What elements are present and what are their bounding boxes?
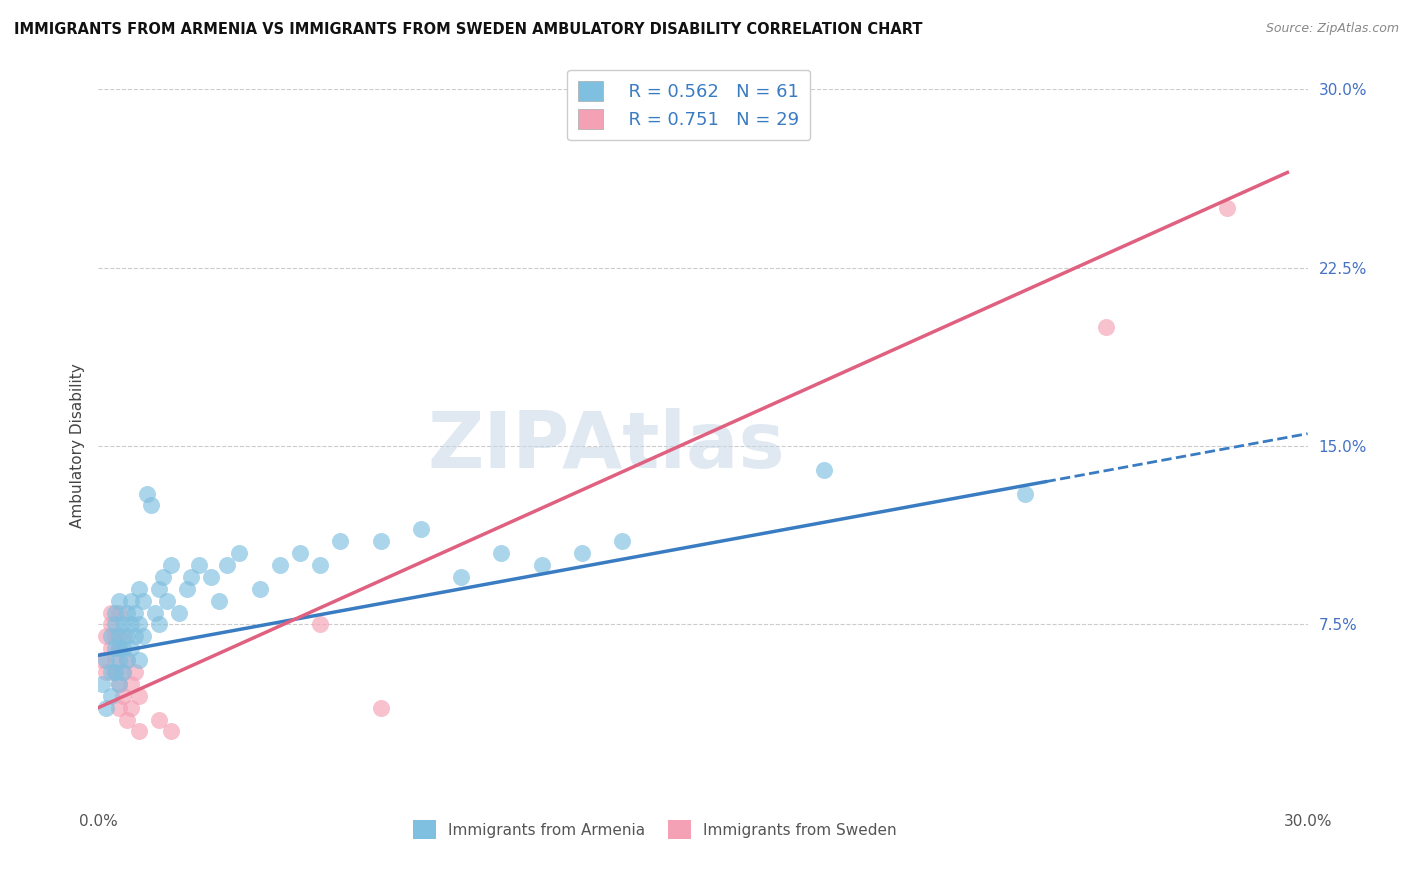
Point [128, 653, 150, 667]
Point [269, 558, 291, 572]
Point [115, 629, 138, 643]
Point [115, 653, 138, 667]
Point [1014, 486, 1036, 500]
Point [491, 546, 513, 560]
Text: Source: ZipAtlas.com: Source: ZipAtlas.com [1265, 22, 1399, 36]
Point [91, 653, 114, 667]
Point [450, 570, 472, 584]
Point [148, 617, 170, 632]
Point [128, 689, 150, 703]
Point [103, 665, 125, 679]
Point [107, 629, 129, 643]
Point [111, 689, 134, 703]
Point [103, 665, 125, 679]
Point [111, 665, 134, 679]
Point [120, 677, 142, 691]
Point [107, 700, 129, 714]
Point [100, 606, 122, 620]
Point [107, 641, 129, 656]
Text: IMMIGRANTS FROM ARMENIA VS IMMIGRANTS FROM SWEDEN AMBULATORY DISABILITY CORRELAT: IMMIGRANTS FROM ARMENIA VS IMMIGRANTS FR… [14, 22, 922, 37]
Point [143, 606, 166, 620]
Point [612, 534, 634, 549]
Point [100, 617, 122, 632]
Point [124, 606, 146, 620]
Point [115, 606, 138, 620]
Point [228, 546, 250, 560]
Point [120, 641, 142, 656]
Point [160, 558, 183, 572]
Point [409, 522, 432, 536]
Point [96, 629, 118, 643]
Point [132, 593, 155, 607]
Point [1095, 320, 1118, 334]
Point [107, 641, 129, 656]
Point [370, 700, 392, 714]
Point [309, 558, 332, 572]
Point [200, 570, 222, 584]
Point [100, 641, 122, 656]
Point [180, 570, 202, 584]
Point [120, 700, 142, 714]
Point [208, 593, 231, 607]
Point [107, 677, 129, 691]
Point [167, 606, 190, 620]
Point [96, 653, 118, 667]
Point [96, 700, 118, 714]
Point [100, 629, 122, 643]
Point [111, 641, 134, 656]
Point [530, 558, 553, 572]
Point [571, 546, 593, 560]
Point [1216, 201, 1239, 215]
Point [176, 582, 198, 596]
Point [115, 653, 138, 667]
Point [115, 713, 138, 727]
Point [128, 617, 150, 632]
Point [188, 558, 211, 572]
Point [103, 629, 125, 643]
Point [309, 617, 332, 632]
Point [160, 724, 183, 739]
Point [103, 606, 125, 620]
Point [111, 665, 134, 679]
Point [96, 665, 118, 679]
Text: ZIPAtlas: ZIPAtlas [427, 408, 785, 484]
Point [813, 463, 835, 477]
Point [148, 713, 170, 727]
Point [124, 629, 146, 643]
Point [111, 617, 134, 632]
Point [91, 677, 114, 691]
Legend: Immigrants from Armenia, Immigrants from Sweden: Immigrants from Armenia, Immigrants from… [406, 814, 903, 845]
Point [107, 593, 129, 607]
Point [152, 570, 174, 584]
Point [128, 582, 150, 596]
Point [288, 546, 311, 560]
Point [103, 617, 125, 632]
Point [156, 593, 179, 607]
Point [100, 689, 122, 703]
Point [107, 653, 129, 667]
Point [132, 629, 155, 643]
Point [124, 665, 146, 679]
Point [103, 641, 125, 656]
Point [370, 534, 392, 549]
Point [217, 558, 239, 572]
Point [120, 593, 142, 607]
Point [128, 724, 150, 739]
Point [100, 665, 122, 679]
Point [120, 617, 142, 632]
Y-axis label: Ambulatory Disability: Ambulatory Disability [69, 364, 84, 528]
Point [103, 653, 125, 667]
Point [139, 499, 162, 513]
Point [135, 486, 157, 500]
Point [249, 582, 271, 596]
Point [111, 629, 134, 643]
Point [148, 582, 170, 596]
Point [329, 534, 352, 549]
Point [107, 606, 129, 620]
Point [107, 677, 129, 691]
